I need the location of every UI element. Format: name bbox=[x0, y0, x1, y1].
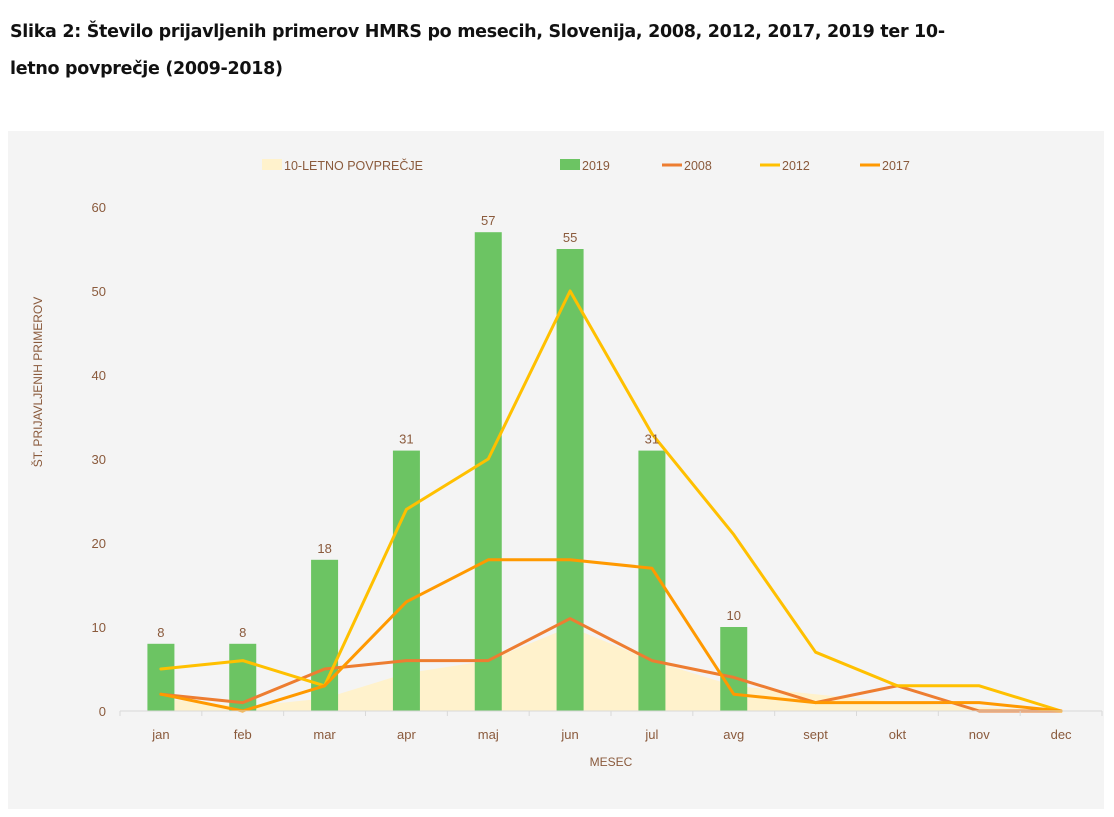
data-label-2019-apr: 31 bbox=[399, 432, 413, 447]
x-tick-label: okt bbox=[889, 727, 907, 742]
legend-label-2008: 2008 bbox=[684, 159, 712, 173]
caption-line-1: Slika 2: Število prijavljenih primerov H… bbox=[10, 22, 945, 42]
y-axis: 0 10 20 30 40 50 60 bbox=[92, 200, 106, 719]
x-axis: jan feb mar apr maj jun jul avg sept okt nov dec bbox=[119, 710, 1103, 742]
line-2012 bbox=[159, 289, 1063, 713]
x-tick-label: apr bbox=[397, 727, 416, 742]
y-tick-label: 30 bbox=[92, 452, 106, 467]
x-tick-label: jun bbox=[560, 727, 578, 742]
line-series bbox=[159, 289, 1063, 713]
x-tick-label: jan bbox=[151, 727, 169, 742]
bar-2019-jan bbox=[147, 643, 175, 711]
bar-2019-apr bbox=[392, 450, 420, 711]
bar-2019-maj bbox=[474, 232, 502, 711]
legend-swatch-2019 bbox=[560, 159, 580, 170]
bar-series bbox=[147, 232, 748, 711]
data-label-2019-mar: 18 bbox=[317, 541, 331, 556]
figure-caption: Slika 2: Število prijavljenih primerov H… bbox=[10, 14, 1100, 88]
data-label-2019-feb: 8 bbox=[239, 625, 246, 640]
legend-swatch-10-LETNO POVPREČJE bbox=[262, 159, 282, 170]
x-tick-label: sept bbox=[803, 727, 828, 742]
y-tick-label: 20 bbox=[92, 536, 106, 551]
x-tick-label: nov bbox=[969, 727, 990, 742]
legend-label-10-LETNO POVPREČJE: 10-LETNO POVPREČJE bbox=[284, 158, 423, 173]
area-series bbox=[160, 627, 1062, 711]
data-label-2019-jul: 31 bbox=[645, 432, 659, 447]
y-tick-label: 60 bbox=[92, 200, 106, 215]
x-tick-label: avg bbox=[723, 727, 744, 742]
line-2017 bbox=[159, 558, 1063, 713]
legend: 10-LETNO POVPREČJE 2019 2008 2012 2017 bbox=[262, 158, 910, 173]
legend-label-2019: 2019 bbox=[582, 159, 610, 173]
x-tick-label: feb bbox=[234, 727, 252, 742]
x-tick-label: jul bbox=[644, 727, 658, 742]
bar-2019-jun bbox=[556, 249, 584, 711]
y-axis-title: ŠT. PRIJAVLJENIH PRIMEROV bbox=[30, 297, 45, 467]
x-tick-label: dec bbox=[1051, 727, 1072, 742]
area-10-letno-povprecje bbox=[160, 627, 1062, 711]
legend-label-2017: 2017 bbox=[882, 159, 910, 173]
x-axis-title: MESEC bbox=[590, 755, 633, 769]
line-2008 bbox=[159, 617, 1063, 713]
data-label-2019-avg: 10 bbox=[727, 608, 741, 623]
data-label-2019-jun: 55 bbox=[563, 230, 577, 245]
data-label-2019-maj: 57 bbox=[481, 213, 495, 228]
y-tick-label: 0 bbox=[99, 704, 106, 719]
bar-2019-avg bbox=[720, 627, 748, 711]
y-tick-label: 10 bbox=[92, 620, 106, 635]
legend-label-2012: 2012 bbox=[782, 159, 810, 173]
caption-line-2: letno povprečje (2009-2018) bbox=[10, 59, 283, 79]
y-tick-label: 40 bbox=[92, 368, 106, 383]
data-labels: 8 8 18 31 57 55 31 10 bbox=[157, 213, 741, 640]
x-tick-label: maj bbox=[478, 727, 499, 742]
data-label-2019-jan: 8 bbox=[157, 625, 164, 640]
y-tick-label: 50 bbox=[92, 284, 106, 299]
x-tick-label: mar bbox=[313, 727, 336, 742]
